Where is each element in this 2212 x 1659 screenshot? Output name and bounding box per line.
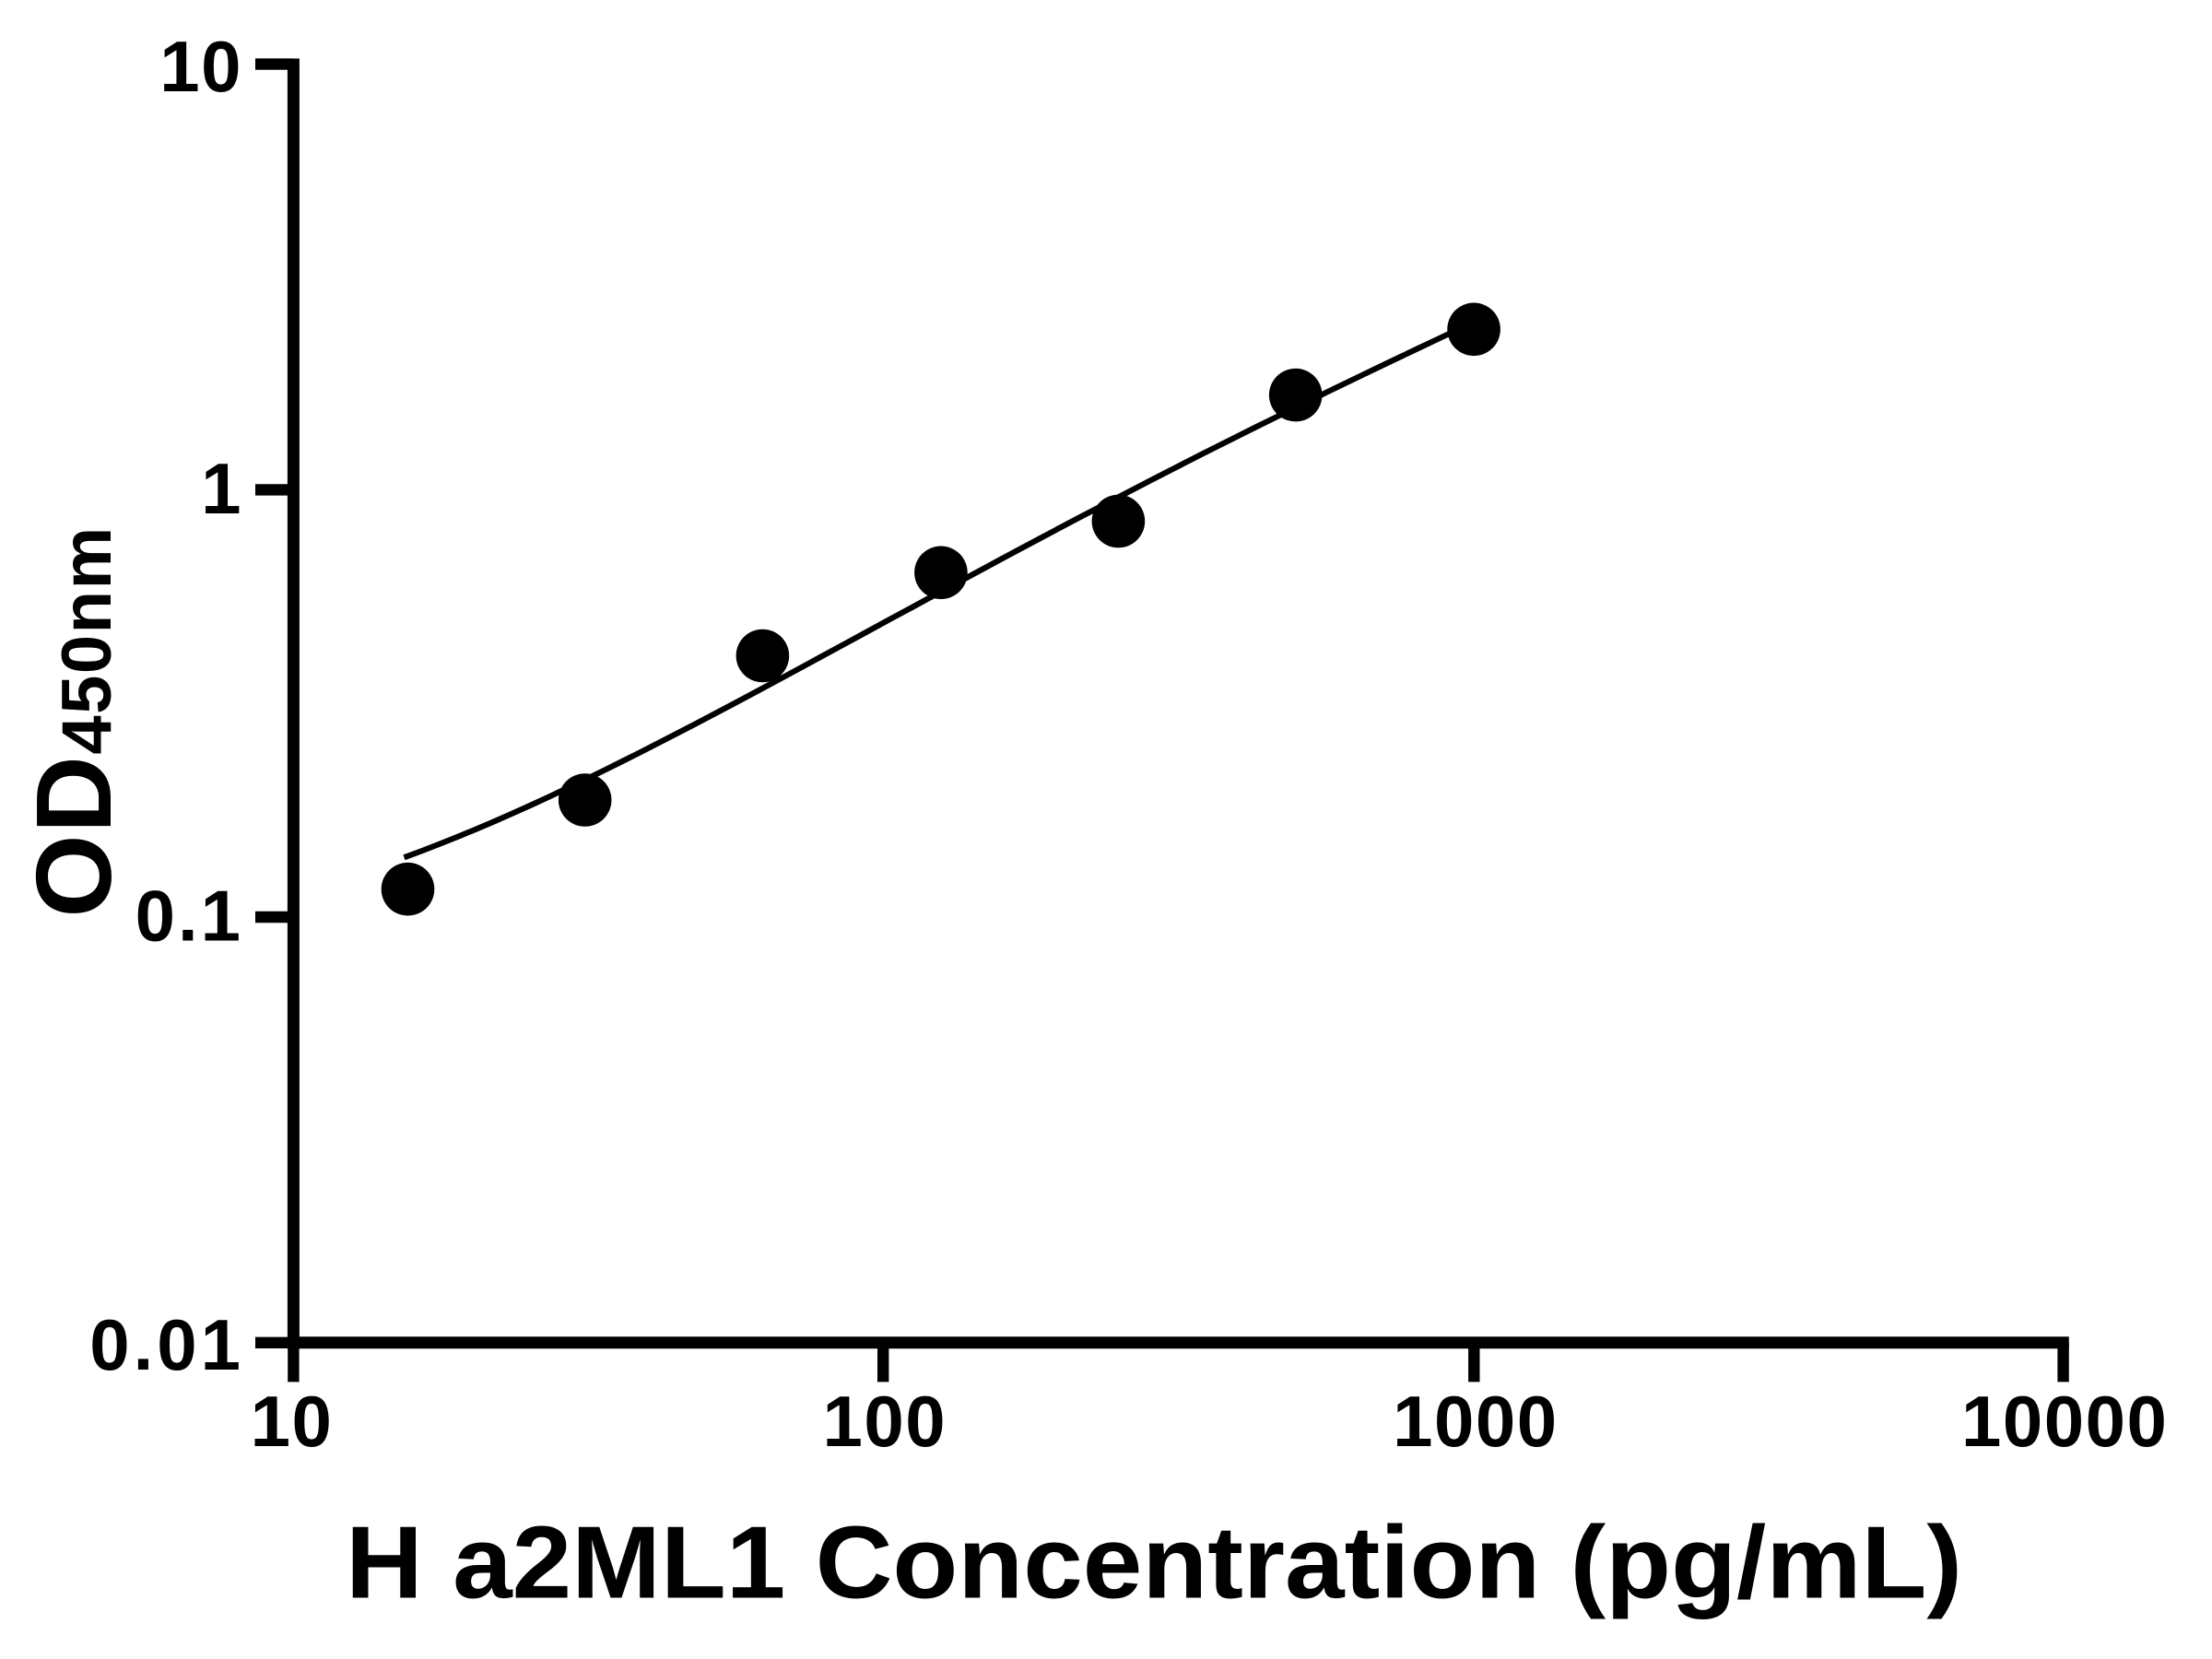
svg-text:100: 100	[822, 1381, 947, 1462]
svg-text:H a2ML1 Concentration (pg/mL): H a2ML1 Concentration (pg/mL)	[346, 1506, 1962, 1620]
svg-text:0.1: 0.1	[135, 875, 243, 956]
svg-text:10000: 10000	[1961, 1381, 2168, 1462]
svg-text:0.01: 0.01	[89, 1304, 244, 1385]
svg-text:1000: 1000	[1393, 1381, 1559, 1462]
svg-text:10: 10	[251, 1381, 334, 1462]
svg-text:10: 10	[159, 26, 242, 107]
svg-text:1: 1	[201, 448, 242, 529]
